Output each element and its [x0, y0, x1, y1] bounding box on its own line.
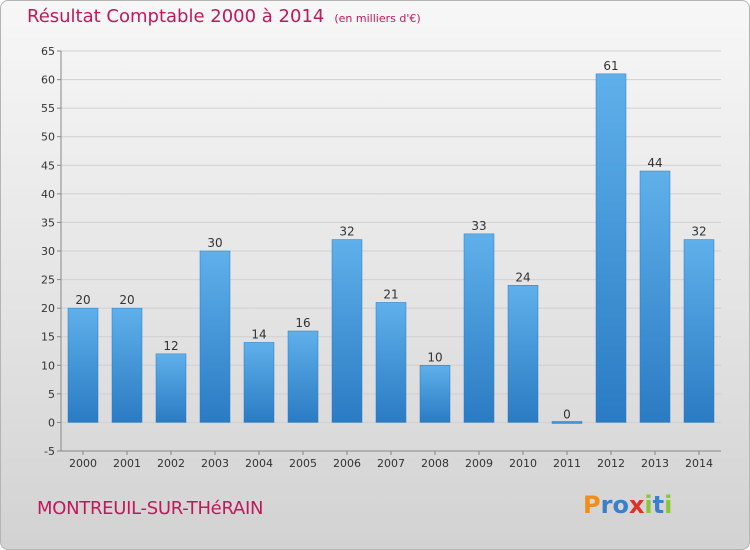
y-tick-label: 55	[41, 102, 55, 115]
bar-2002	[155, 353, 187, 423]
value-label-2004: 14	[251, 327, 266, 341]
value-label-2014: 32	[691, 225, 706, 239]
value-label-2002: 12	[163, 339, 178, 353]
x-tick-label-2007: 2007	[377, 457, 405, 470]
y-tick-label: 20	[41, 302, 55, 315]
value-label-2005: 16	[295, 316, 310, 330]
value-label-2000: 20	[75, 293, 90, 307]
chart-title: Résultat Comptable 2000 à 2014	[27, 6, 325, 27]
value-label-2003: 30	[207, 236, 222, 250]
x-tick-label-2000: 2000	[69, 457, 97, 470]
bar-2008	[419, 365, 451, 423]
y-tick-label: -5	[44, 445, 55, 458]
chart-subtitle: (en milliers d'€)	[334, 12, 421, 25]
y-tick-label: 0	[48, 416, 55, 429]
x-tick-label-2011: 2011	[553, 457, 581, 470]
y-tick-label: 10	[41, 359, 55, 372]
bar-2009	[463, 233, 495, 423]
city-name: MONTREUIL-SUR-THéRAIN	[37, 498, 264, 519]
bars	[67, 73, 715, 424]
logo-letter: t	[652, 491, 665, 519]
value-label-2009: 33	[471, 219, 486, 233]
bar-2004	[243, 342, 275, 423]
bar-2000	[67, 307, 99, 423]
y-tick-label: 60	[41, 74, 55, 87]
y-tick-label: 45	[41, 159, 55, 172]
bar-2006	[331, 239, 363, 423]
x-tick-label-2004: 2004	[245, 457, 273, 470]
x-tick-label-2010: 2010	[509, 457, 537, 470]
y-tick-label: 50	[41, 131, 55, 144]
x-tick-label-2006: 2006	[333, 457, 361, 470]
chart-title-block: Résultat Comptable 2000 à 2014 (en millie…	[27, 6, 421, 27]
logo-letter: r	[600, 491, 613, 519]
logo-letter: i	[644, 491, 653, 519]
y-tick-label: 5	[48, 388, 55, 401]
bar-2001	[111, 307, 143, 423]
y-tick-label: 25	[41, 274, 55, 287]
y-tick-label: 35	[41, 216, 55, 229]
x-tick-label-2005: 2005	[289, 457, 317, 470]
y-tick-label: 65	[41, 45, 55, 58]
y-tick-labels: -5 0 5 10 15 20 25 30 35 40 45 50 55 60 65	[41, 45, 55, 458]
x-tick-label-2013: 2013	[641, 457, 669, 470]
value-label-2008: 10	[427, 350, 442, 364]
value-label-2006: 32	[339, 225, 354, 239]
logo-letter: i	[664, 491, 673, 519]
value-label-2001: 20	[119, 293, 134, 307]
bar-2014	[683, 239, 715, 423]
value-labels: 20 20 12 30 14 16 32 21 10 33 24 0 61 44 32	[75, 59, 706, 422]
x-tick-label-2014: 2014	[685, 457, 713, 470]
bar-2012	[595, 73, 627, 423]
proxiti-logo: Proxiti	[583, 491, 672, 519]
logo-letter: x	[628, 491, 645, 519]
x-tick-labels: 2000 2001 2002 2003 2004 2005 2006 2007 2008 2009…	[69, 451, 713, 470]
bar-2010	[507, 285, 539, 423]
bar-2013	[639, 170, 671, 423]
y-tick-label: 15	[41, 331, 55, 344]
bar-2003	[199, 250, 231, 423]
bar-2007	[375, 302, 407, 423]
x-tick-label-2012: 2012	[597, 457, 625, 470]
x-tick-label-2003: 2003	[201, 457, 229, 470]
bar-2005	[287, 330, 319, 423]
x-tick-label-2008: 2008	[421, 457, 449, 470]
x-tick-label-2002: 2002	[157, 457, 185, 470]
value-label-2007: 21	[383, 287, 398, 301]
value-label-2011: 0	[563, 407, 571, 421]
value-label-2012: 61	[603, 59, 618, 73]
y-tick-label: 40	[41, 188, 55, 201]
bar-2011	[551, 421, 583, 424]
logo-letter: P	[583, 491, 601, 519]
x-tick-label-2009: 2009	[465, 457, 493, 470]
logo-letter: o	[612, 491, 629, 519]
value-label-2010: 24	[515, 270, 530, 284]
value-label-2013: 44	[647, 156, 662, 170]
x-tick-label-2001: 2001	[113, 457, 141, 470]
y-tick-label: 30	[41, 245, 55, 258]
